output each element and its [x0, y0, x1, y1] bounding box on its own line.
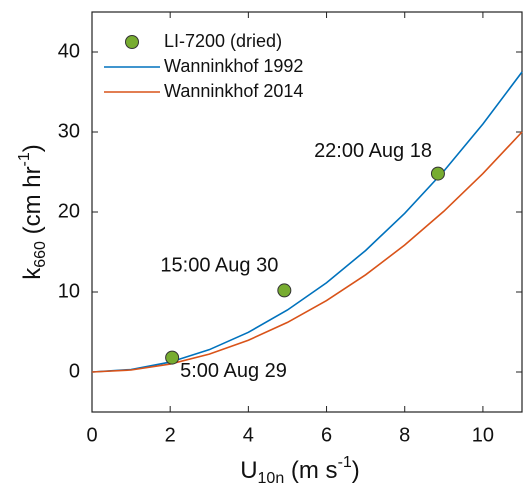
- data-point: [277, 283, 292, 298]
- x-label-part: (m s: [284, 457, 337, 484]
- y-tick-label: 20: [58, 200, 80, 222]
- y-axis-label: k660 (cm hr-1): [16, 144, 49, 280]
- x-label-part: U: [240, 457, 257, 484]
- annotation: 15:00 Aug 30: [160, 255, 278, 277]
- legend-label: LI-7200 (dried): [164, 31, 282, 51]
- x-tick-label: 4: [243, 424, 254, 446]
- data-point: [165, 350, 180, 365]
- y-tick-label: 10: [58, 280, 80, 302]
- y-label-part: k: [19, 267, 46, 280]
- y-label-part: (cm hr: [19, 166, 46, 241]
- legend-marker: [125, 35, 139, 49]
- y-label-sup: -1: [16, 152, 33, 166]
- y-label-sub: 660: [32, 241, 49, 268]
- x-tick-label: 8: [399, 424, 410, 446]
- plot-frame: [91, 11, 523, 413]
- x-tick-label: 2: [165, 424, 176, 446]
- x-tick-label: 0: [86, 424, 97, 446]
- legend-label: Wanninkhof 2014: [164, 81, 303, 101]
- x-axis-label: U10n (m s-1): [240, 454, 360, 487]
- y-tick-label: 0: [69, 360, 80, 382]
- x-label-sup: -1: [338, 454, 352, 471]
- y-tick-label: 30: [58, 120, 80, 142]
- data-line: [91, 131, 523, 373]
- x-label-sub: 10n: [258, 470, 285, 487]
- y-label-part: ): [19, 144, 46, 152]
- data-line: [91, 71, 523, 373]
- data-point: [430, 166, 445, 181]
- legend-label: Wanninkhof 1992: [164, 56, 303, 76]
- x-label-part: ): [352, 457, 360, 484]
- y-tick-label: 40: [58, 40, 80, 62]
- x-tick-label: 10: [472, 424, 494, 446]
- annotation: 22:00 Aug 18: [314, 140, 432, 162]
- x-tick-label: 6: [321, 424, 332, 446]
- annotation: 5:00 Aug 29: [180, 360, 287, 382]
